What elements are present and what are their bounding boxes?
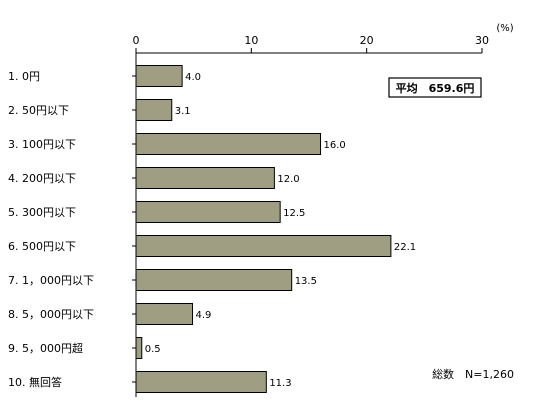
bar [135, 167, 275, 189]
value-labels: 4.0 3.1 16.0 12.0 12.5 22.1 13.5 4.9 0.5 11.3 [145, 72, 416, 389]
x-tick-label: 30 [475, 34, 489, 47]
data-label: 22.1 [394, 242, 416, 253]
bar [135, 65, 183, 87]
category-label: 2. 50円以下 [8, 104, 69, 117]
data-label: 12.0 [277, 174, 299, 185]
data-label: 4.9 [196, 310, 212, 321]
category-labels: 1. 0円 2. 50円以下 3. 100円以下 4. 200円以下 5. 300円以下… [8, 70, 94, 389]
category-label: 7. 1，000円以下 [8, 274, 94, 287]
category-label: 8. 5，000円以下 [8, 308, 94, 321]
category-label: 6. 500円以下 [8, 240, 76, 253]
bars [132, 65, 392, 393]
average-box-frame [388, 77, 482, 98]
category-label: 5. 300円以下 [8, 206, 76, 219]
bar [135, 303, 194, 325]
data-label: 11.3 [269, 378, 291, 389]
category-label: 9. 5，000円超 [8, 341, 83, 355]
bar [135, 201, 281, 223]
category-label: 4. 200円以下 [8, 172, 76, 185]
data-label: 0.5 [145, 344, 161, 355]
category-label: 1. 0円 [8, 70, 40, 83]
x-tick-label: 20 [360, 34, 374, 47]
bar [135, 337, 143, 359]
data-label: 4.0 [185, 72, 201, 83]
x-tick-label: 10 [244, 34, 258, 47]
average-box: 平均 659.6円 [388, 77, 482, 98]
data-label: 13.5 [295, 276, 317, 287]
bar [135, 133, 322, 155]
unit-label: (%) [496, 23, 513, 34]
category-label: 3. 100円以下 [8, 138, 76, 151]
category-label: 10. 無回答 [8, 375, 62, 389]
x-tick-label: 0 [133, 34, 140, 47]
bar [135, 235, 392, 257]
average-text: 平均 659.6円 [396, 81, 475, 95]
total-count-text: 総数 N=1,260 [432, 367, 514, 381]
bar [135, 99, 173, 121]
bar [135, 269, 293, 291]
bar [135, 371, 267, 393]
data-label: 12.5 [283, 208, 305, 219]
data-label: 3.1 [175, 106, 191, 117]
data-label: 16.0 [324, 140, 346, 151]
